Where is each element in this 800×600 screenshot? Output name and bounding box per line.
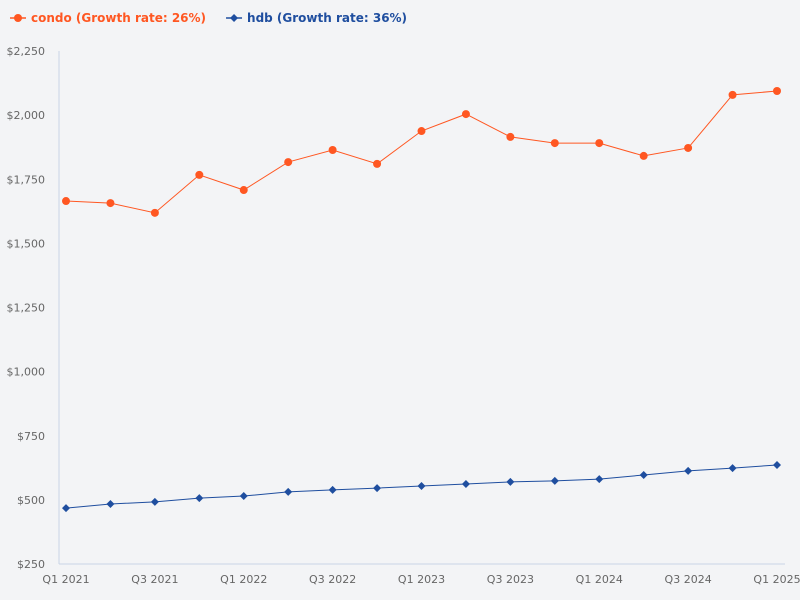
y-tick-label: $250 [17, 558, 45, 571]
x-tick-label: Q3 2024 [665, 573, 712, 586]
data-point [195, 494, 204, 503]
data-point [550, 139, 559, 148]
legend-marker-icon [14, 14, 22, 22]
data-point [328, 485, 337, 494]
data-point [684, 466, 693, 475]
data-point [195, 170, 204, 179]
x-tick-label: Q3 2022 [309, 573, 356, 586]
y-tick-label: $1,250 [7, 302, 46, 315]
data-point [62, 197, 70, 206]
data-point [773, 87, 781, 96]
data-point [639, 470, 648, 479]
data-point [550, 476, 559, 485]
data-point [595, 475, 604, 484]
x-tick-label: Q1 2024 [576, 573, 623, 586]
x-tick-label: Q1 2023 [398, 573, 445, 586]
data-point [328, 146, 337, 155]
y-tick-label: $750 [17, 430, 45, 443]
data-point [373, 159, 382, 168]
data-point [150, 208, 159, 217]
data-point [62, 504, 70, 513]
y-tick-label: $1,750 [7, 173, 46, 186]
data-point [506, 132, 515, 141]
data-point [106, 499, 115, 508]
x-tick-label: Q3 2021 [131, 573, 178, 586]
data-point [639, 151, 648, 160]
x-tick-label: Q1 2025 [753, 573, 800, 586]
legend-label: condo (Growth rate: 26%) [31, 11, 206, 25]
legend-item: condo (Growth rate: 26%) [10, 11, 206, 25]
data-point [773, 460, 781, 469]
x-tick-label: Q1 2022 [220, 573, 267, 586]
data-point [728, 464, 737, 473]
y-tick-label: $1,000 [7, 366, 46, 379]
series-condo [62, 87, 781, 217]
legend-label: hdb (Growth rate: 36%) [247, 11, 407, 25]
series-line [65, 90, 778, 214]
data-point [239, 186, 248, 195]
data-point [150, 497, 159, 506]
data-point [106, 199, 115, 208]
data-point [284, 158, 293, 167]
data-point [417, 127, 426, 136]
x-tick-label: Q3 2023 [487, 573, 534, 586]
data-point [373, 484, 382, 493]
data-point [284, 487, 293, 496]
data-point [461, 110, 470, 119]
series-hdb [62, 460, 781, 513]
y-tick-label: $2,000 [7, 109, 46, 122]
data-point [595, 139, 604, 148]
data-point [506, 477, 515, 486]
legend-marker-icon [230, 14, 239, 22]
data-point [239, 492, 248, 501]
y-tick-label: $1,500 [7, 237, 46, 250]
data-point [684, 143, 693, 152]
data-point [728, 90, 737, 99]
legend-item: hdb (Growth rate: 36%) [226, 11, 407, 25]
x-tick-label: Q1 2021 [42, 573, 89, 586]
data-point [417, 482, 426, 491]
y-tick-label: $500 [17, 494, 45, 507]
y-tick-label: $2,250 [7, 45, 46, 58]
data-point [461, 479, 470, 488]
